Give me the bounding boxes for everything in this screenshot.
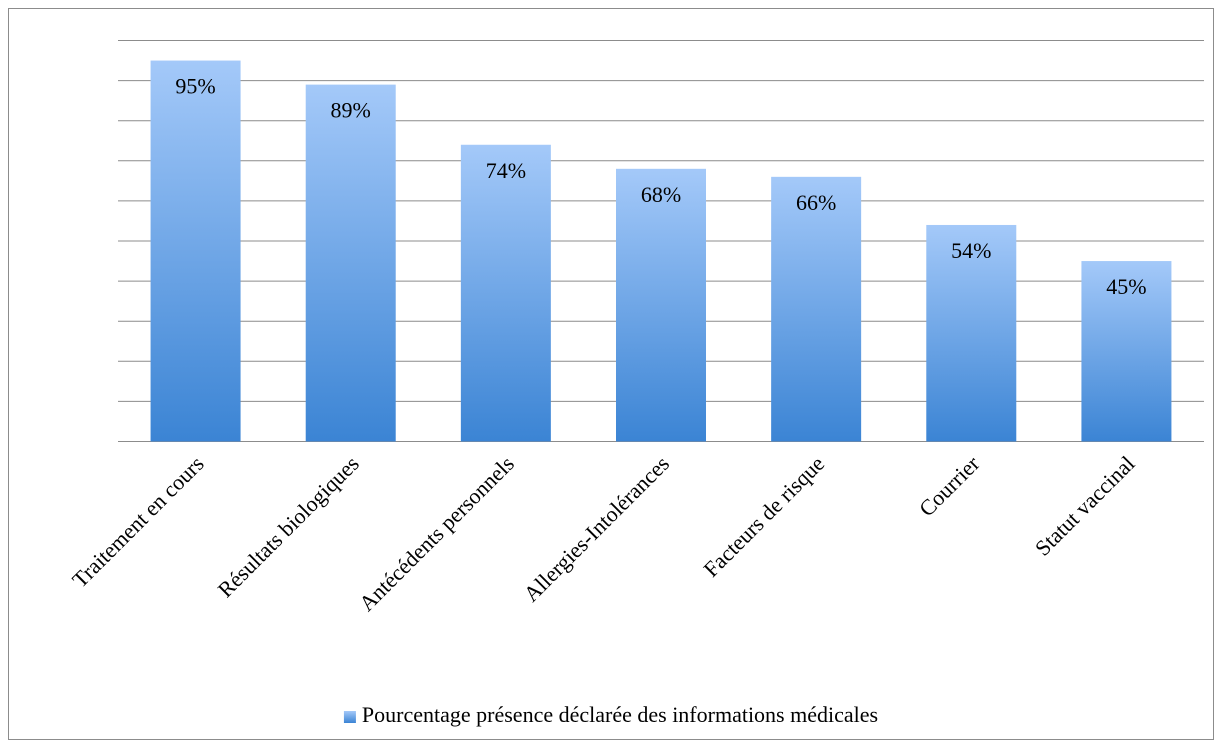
legend: Pourcentage présence déclarée des inform… xyxy=(343,702,878,727)
data-label: 95% xyxy=(175,74,215,99)
bar xyxy=(150,60,241,442)
data-label: 89% xyxy=(331,98,371,123)
legend-swatch xyxy=(343,711,356,723)
bar xyxy=(305,84,396,442)
bar xyxy=(1081,261,1172,442)
data-label: 66% xyxy=(796,190,836,215)
legend-label: Pourcentage présence déclarée des inform… xyxy=(362,702,878,727)
bar xyxy=(926,224,1017,442)
data-label: 45% xyxy=(1106,274,1146,299)
data-label: 54% xyxy=(951,238,991,263)
data-label: 74% xyxy=(486,158,526,183)
bar xyxy=(460,144,551,442)
data-label: 68% xyxy=(641,182,681,207)
bar xyxy=(616,168,706,442)
bar xyxy=(771,176,862,442)
